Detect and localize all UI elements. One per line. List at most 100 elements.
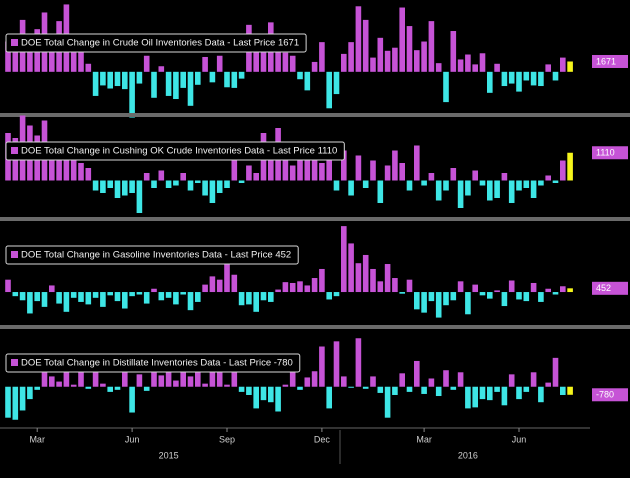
bar (487, 71, 493, 93)
bar (70, 384, 77, 387)
legend: DOE Total Change in Gasoline Inventories… (5, 245, 299, 265)
bar (392, 386, 398, 395)
last-value-label: 1671 (596, 56, 616, 66)
bar (311, 371, 318, 387)
year-label: 2016 (458, 450, 478, 460)
legend: DOE Total Change in Crude Oil Inventorie… (5, 33, 307, 53)
bar (341, 53, 347, 72)
x-tick-label: Jun (512, 434, 527, 444)
bar (443, 71, 449, 103)
bar (158, 66, 165, 72)
bar (421, 386, 427, 394)
bar (406, 386, 413, 392)
bar (209, 180, 216, 203)
bar (508, 71, 515, 84)
bar (560, 386, 566, 395)
bar (384, 386, 391, 418)
bar (465, 54, 471, 72)
bar (399, 7, 405, 72)
bar (19, 386, 26, 411)
bar (12, 47, 19, 72)
bar (49, 285, 55, 293)
bar (27, 386, 33, 400)
bar (523, 180, 530, 188)
bar (538, 292, 544, 302)
bar (85, 63, 92, 72)
chart-title: DOE Total Change in Distillate Inventori… (21, 358, 293, 369)
bar (414, 360, 420, 387)
bar (165, 180, 172, 188)
bar (173, 180, 179, 186)
legend: DOE Total Change in Cushing OK Crude Inv… (5, 141, 345, 161)
bar (238, 71, 245, 79)
panel-separator (0, 325, 630, 329)
bar (355, 338, 362, 387)
bar (516, 71, 522, 92)
bar (428, 173, 435, 181)
bar (92, 71, 99, 96)
bar (494, 290, 500, 293)
bar (136, 292, 143, 295)
bar (406, 26, 413, 72)
bar (151, 180, 157, 188)
bar (428, 378, 435, 387)
bar (392, 47, 398, 72)
bar (107, 292, 113, 296)
bar (107, 180, 113, 188)
bar (362, 386, 369, 389)
bar (63, 292, 70, 312)
bar (129, 71, 135, 118)
bar (260, 292, 267, 301)
bar (63, 359, 70, 387)
bar (348, 386, 354, 388)
bar (224, 262, 230, 293)
bar (216, 372, 223, 387)
bar (216, 180, 223, 193)
bar (530, 282, 537, 293)
bar (268, 148, 274, 181)
bar (560, 286, 566, 293)
bar (457, 281, 464, 293)
bar (122, 292, 128, 309)
bar (246, 386, 252, 395)
bar (253, 49, 259, 72)
bar (311, 278, 318, 293)
bar (457, 59, 464, 72)
bar (472, 284, 478, 293)
bar (450, 292, 457, 301)
bar (333, 180, 340, 191)
bar (552, 180, 559, 183)
bar (231, 160, 238, 181)
bar (297, 281, 303, 293)
bar (567, 61, 573, 72)
bar (231, 365, 238, 387)
legend-box (5, 33, 307, 53)
legend-swatch (11, 359, 18, 366)
bar (333, 292, 340, 297)
bar (136, 374, 143, 387)
bar (384, 165, 391, 181)
bar (5, 279, 11, 293)
bar (187, 180, 194, 191)
x-tick-label: Sep (219, 434, 235, 444)
last-value-label: -780 (596, 390, 614, 400)
bar (129, 386, 135, 413)
bar (202, 56, 208, 72)
bar (450, 168, 457, 181)
bar (34, 386, 40, 390)
bar (311, 153, 318, 181)
bar (443, 180, 449, 191)
bar (85, 168, 92, 181)
bar (319, 163, 325, 181)
bar (246, 292, 252, 305)
bar (202, 180, 208, 196)
bar (289, 369, 296, 387)
bar (421, 292, 427, 313)
bar (560, 57, 566, 72)
bar (406, 180, 413, 191)
bar (538, 386, 544, 403)
bar (377, 281, 384, 293)
bar (552, 71, 559, 81)
bar (545, 64, 551, 72)
